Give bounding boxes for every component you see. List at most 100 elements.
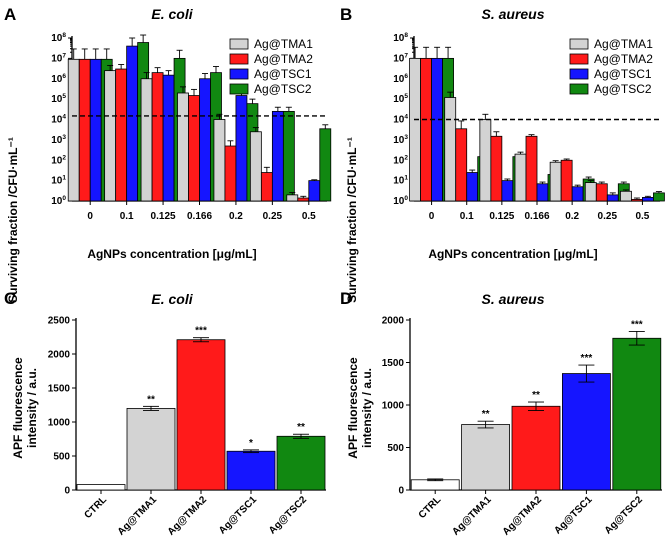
panel-a-legend-label: Ag@TMA2	[254, 52, 313, 66]
panel-a-xtick-label: 0.166	[187, 211, 212, 222]
panel-c-bar-ag-tma2	[176, 339, 226, 491]
panel-d-bar-ag-tsc1	[562, 373, 611, 491]
panel-c-significance: *	[249, 438, 253, 449]
panel-a-xtick-label: 0.25	[263, 211, 283, 222]
panel-b-bar-ag-tma2	[490, 135, 503, 202]
panel-d-bar-ag-tma2	[511, 405, 561, 491]
panel-b-bar-ag-tma2	[595, 183, 608, 202]
panel-b-bar-ag-tsc1	[466, 172, 479, 202]
panel-a-xtick-label: 0.1	[120, 211, 134, 222]
panel-a-bar-ag-tma1	[249, 131, 262, 202]
panel-b-ylabel: Surviving fraction /CFU·mL⁻¹	[345, 137, 359, 303]
panel-b-xlabel: AgNPs concentration [μg/mL]	[428, 247, 597, 261]
panel-d-ytick-label: 0	[398, 486, 404, 497]
panel-a-legend-swatch	[229, 83, 249, 95]
panel-b-bar-ag-tsc1	[536, 183, 549, 202]
panel-c-ytick-label: 500	[53, 452, 70, 463]
panel-d-ylabel-line1: APF fluorescence	[346, 357, 360, 459]
panel-b-legend-label: Ag@TMA2	[594, 52, 653, 66]
panel-b-bar-ag-tma1	[549, 161, 562, 202]
panel-c-xtick-label: Ag@TMA1	[116, 494, 160, 538]
panel-b-ytick-label: 102	[393, 154, 408, 166]
panel-a-bar-ag-tma1	[104, 70, 117, 202]
panel-a-ytick-label: 104	[51, 114, 66, 126]
panel-a-legend-swatch	[229, 38, 249, 50]
panel-b-bar-ag-tsc2	[653, 192, 665, 202]
panel-c-significance: **	[297, 422, 305, 433]
panel-a-ytick-label: 101	[51, 175, 66, 187]
panel-b-bar-ag-tma2	[560, 159, 573, 202]
panel-a-ytick-label: 106	[51, 73, 66, 85]
panel-c-significance: **	[147, 394, 155, 405]
panel-a-bar-ag-tsc1	[308, 180, 321, 202]
panel-b-bar-ag-tma1	[584, 182, 597, 202]
panel-a-legend-label: Ag@TSC1	[254, 67, 312, 81]
panel-b-bar-ag-tma1	[409, 57, 421, 202]
panel-c-ytick-label: 1000	[48, 418, 71, 429]
panel-a-bar-ag-tsc1	[271, 110, 284, 202]
panel-b-bar-ag-tsc1	[642, 197, 654, 202]
panel-b-legend-label: Ag@TSC1	[594, 67, 652, 81]
panel-a-ytick-label: 105	[51, 93, 66, 105]
panel-c-xtick-label: Ag@TSC2	[267, 494, 309, 536]
panel-b-ytick-label: 105	[393, 93, 408, 105]
panel-d-ytick-label: 500	[387, 443, 404, 454]
panel-c-xtick-label: CTRL	[82, 494, 109, 521]
panel-b-legend-swatch	[569, 38, 589, 50]
panel-d-title: S. aureus	[481, 291, 544, 307]
panel-c-letter: C	[4, 289, 16, 308]
panel-c-bar-ctrl	[76, 484, 126, 491]
panel-a-xtick-label: 0.125	[151, 211, 176, 222]
panel-a-ytick-label: 103	[51, 134, 66, 146]
panel-a-bar-ag-tma2	[297, 197, 310, 202]
panel-a-legend-swatch	[229, 53, 249, 65]
panel-b-xtick-label: 0.2	[565, 211, 579, 222]
panel-b-bar-ag-tsc1	[431, 57, 443, 202]
panel-d-xtick-label: Ag@TSC2	[603, 494, 645, 536]
panel-c-ylabel-line2: intensity / a.u.	[25, 368, 39, 448]
panel-c-ytick-label: 0	[64, 486, 70, 497]
panel-c-ytick-label: 1500	[48, 384, 71, 395]
panel-d-xtick-label: Ag@TMA2	[501, 494, 545, 538]
panel-a: A E. coli Surviving fraction /CFU·mL⁻¹ A…	[4, 5, 332, 303]
panel-c-ytick-label: 2000	[48, 350, 71, 361]
panel-d-xtick-label: CTRL	[417, 494, 444, 521]
panel-b-ytick-label: 106	[393, 73, 408, 85]
panel-a-bar-ag-tsc1	[89, 58, 102, 202]
panel-b-bar-ag-tsc1	[606, 194, 619, 202]
panel-b-ytick-label: 101	[393, 175, 408, 187]
panel-a-bar-ag-tma2	[151, 72, 164, 202]
panel-d-bar-ctrl	[410, 479, 460, 491]
panel-a-ytick-label: 100	[51, 195, 66, 207]
panel-d-significance: ***	[581, 353, 593, 364]
panel-b-bar-ag-tma2	[455, 128, 468, 202]
panel-c-significance: ***	[195, 326, 207, 337]
panel-a-legend-label: Ag@TMA1	[254, 37, 313, 51]
panel-b-legend-swatch	[569, 83, 589, 95]
panel-a-xtick-label: 0	[87, 211, 93, 222]
panel-c-bar-ag-tma1	[126, 407, 176, 491]
panel-b-xtick-label: 0.1	[460, 211, 474, 222]
panel-c-bar-ag-tsc2	[276, 435, 326, 491]
panel-d-xtick-label: Ag@TMA1	[450, 494, 494, 538]
panel-a-bar-ag-tsc2	[282, 110, 295, 202]
panel-b-ytick-label: 103	[393, 134, 408, 146]
panel-b-legend-label: Ag@TSC2	[594, 82, 652, 96]
panel-a-bar-ag-tsc1	[199, 78, 211, 202]
panel-a-bar-ag-tsc1	[126, 45, 139, 202]
panel-a-bar-ag-tma1	[67, 58, 80, 202]
panel-a-letter: A	[4, 5, 16, 24]
panel-a-legend-swatch	[229, 68, 249, 80]
panel-b-xtick-label: 0.25	[598, 211, 618, 222]
panel-b-bar-ag-tma1	[514, 153, 527, 202]
panel-c-title: E. coli	[151, 291, 193, 307]
panel-a-bar-ag-tma1	[213, 119, 226, 202]
panel-a-bar-ag-tma2	[115, 68, 128, 202]
panel-b-ytick-label: 104	[393, 114, 408, 126]
panel-b-bar-ag-tma1	[444, 97, 457, 202]
panel-a-bar-ag-tma2	[224, 145, 237, 202]
panel-c-xtick-label: Ag@TMA2	[166, 494, 210, 538]
panel-a-bar-ag-tma2	[188, 95, 200, 202]
panel-b-ytick-label: 108	[393, 32, 408, 44]
panel-a-bar-ag-tma2	[260, 172, 273, 202]
